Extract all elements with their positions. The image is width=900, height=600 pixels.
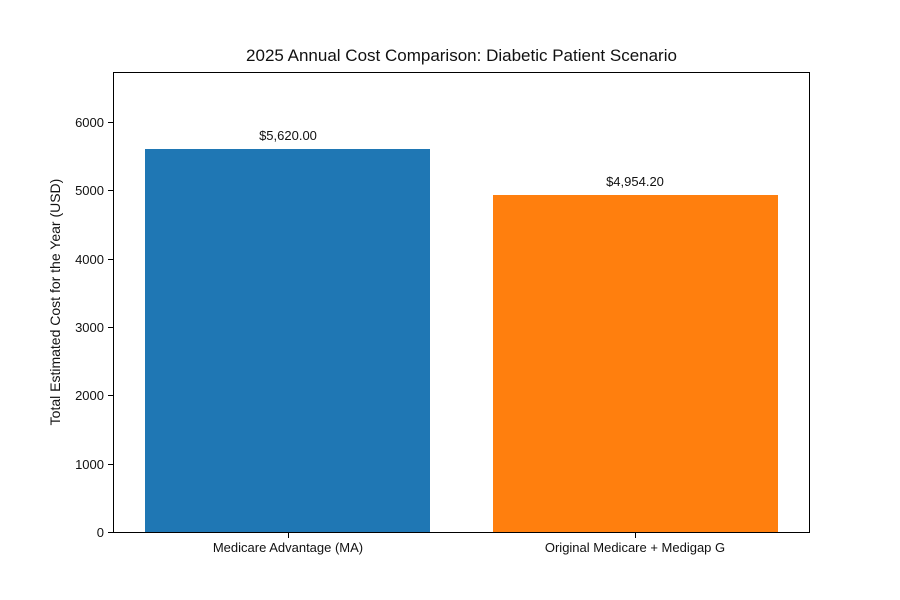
y-tick-label: 1000 (75, 456, 104, 472)
y-tick-label: 6000 (75, 114, 104, 130)
y-tick-label: 0 (96, 525, 104, 540)
y-tick-mark (108, 532, 113, 533)
x-tick-label: Original Medicare + Medigap G (544, 540, 726, 555)
bar (493, 195, 778, 532)
bar (145, 149, 430, 532)
x-tick-mark (635, 533, 636, 538)
bar-value-label: $5,620.00 (259, 128, 317, 143)
bar-value-label: $4,954.20 (606, 174, 664, 189)
y-tick-mark (108, 463, 113, 465)
y-tick-mark (108, 121, 113, 123)
y-tick-mark (108, 190, 113, 192)
y-tick-label: 5000 (75, 183, 104, 199)
chart-title: 2025 Annual Cost Comparison: Diabetic Pa… (246, 46, 677, 65)
plot-area: $5,620.00 $4,954.20 (113, 72, 810, 533)
x-tick-label: Medicare Advantage (MA) (212, 540, 364, 555)
y-tick-label: 3000 (75, 319, 104, 335)
y-tick-mark (108, 395, 113, 397)
x-tick-mark (288, 533, 289, 538)
y-tick-label: 2000 (75, 388, 104, 404)
y-tick-mark (108, 326, 113, 328)
y-tick-mark (108, 258, 113, 260)
y-tick-label: 4000 (75, 251, 104, 267)
